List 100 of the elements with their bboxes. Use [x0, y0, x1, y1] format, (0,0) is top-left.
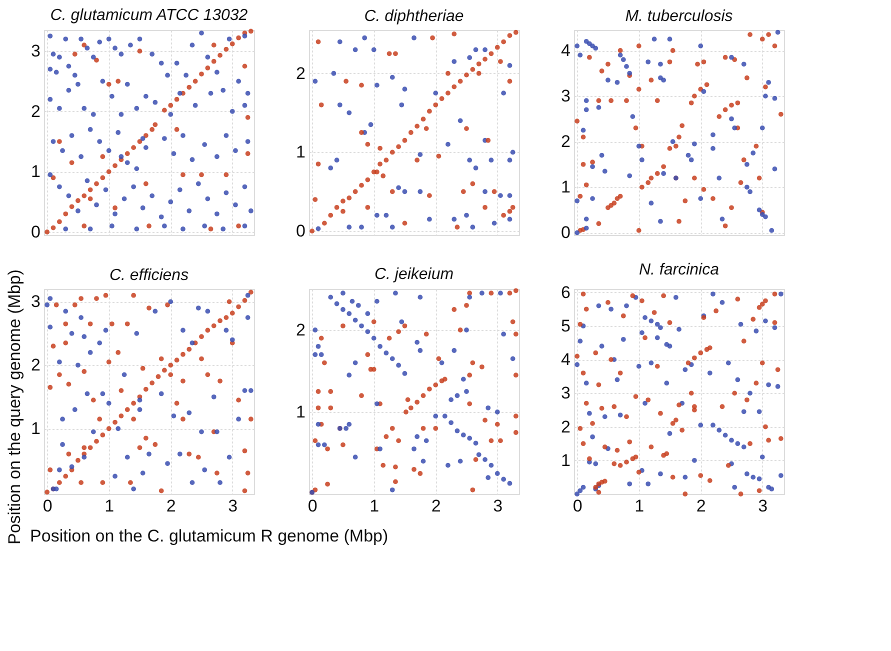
y-tick-label: 1 [296, 142, 306, 162]
point [56, 219, 62, 224]
y-tick-label: 4 [561, 41, 570, 60]
chart-title: M. tuberculosis [625, 8, 733, 25]
point [122, 372, 127, 378]
point [199, 72, 204, 76]
point [334, 158, 340, 163]
point [359, 224, 364, 230]
point [245, 315, 250, 320]
y-tick-label: 0 [561, 223, 570, 242]
x-tick-label: 1 [104, 496, 114, 516]
point [82, 224, 87, 228]
point [384, 212, 389, 218]
point [390, 74, 395, 80]
y-tick-label: 1 [296, 402, 306, 422]
point [56, 139, 62, 144]
point [245, 292, 250, 298]
y-tick-label: 6 [561, 282, 570, 302]
point [94, 58, 99, 63]
point [337, 39, 342, 44]
point [482, 47, 488, 52]
point [137, 48, 142, 54]
point [328, 166, 334, 170]
point [433, 90, 438, 96]
x-tick-label: 0 [308, 496, 318, 516]
point [467, 158, 472, 163]
point [501, 90, 506, 96]
point [199, 429, 204, 434]
point [63, 308, 68, 314]
y-tick-label: 4 [561, 350, 570, 370]
point [190, 340, 195, 346]
point [218, 52, 222, 58]
point [69, 204, 74, 210]
point [390, 224, 395, 230]
point [190, 480, 195, 486]
point [211, 394, 216, 400]
point [72, 52, 78, 57]
point [88, 350, 93, 355]
point [69, 160, 74, 166]
point [208, 226, 214, 232]
x-axis-title: Position on the C. glutamicum R genome (Mbp) [30, 526, 388, 546]
point [106, 400, 112, 406]
point [199, 172, 204, 178]
x-tick-label: 1 [370, 496, 380, 516]
point [143, 133, 148, 138]
chart-title: C. diphtheriae [364, 8, 464, 25]
point [100, 391, 106, 396]
point [112, 205, 118, 210]
point [72, 407, 78, 412]
point [112, 474, 118, 479]
x-tick-label: 3 [758, 496, 768, 516]
point [50, 225, 56, 230]
point [211, 42, 216, 48]
point [426, 216, 432, 222]
point [116, 426, 121, 432]
point [88, 187, 93, 192]
y-tick-label: 1 [561, 178, 570, 197]
point [162, 108, 167, 113]
point [464, 212, 469, 218]
y-tick-label: 1 [31, 419, 40, 438]
x-tick-label: 0 [572, 496, 582, 516]
point [312, 78, 318, 84]
point [103, 328, 108, 333]
point [131, 486, 136, 492]
point [473, 166, 478, 170]
point [140, 470, 146, 476]
y-tick-label: 5 [561, 316, 570, 336]
point [482, 189, 488, 194]
point [226, 454, 232, 460]
point [230, 41, 235, 46]
point [146, 224, 152, 228]
point [196, 306, 201, 310]
point [124, 151, 130, 156]
y-tick-label: 2 [31, 356, 40, 375]
point [452, 59, 457, 64]
point [106, 169, 112, 174]
point [242, 64, 248, 69]
point [371, 47, 376, 52]
point [180, 328, 186, 333]
y-tick-label: 3 [561, 86, 570, 106]
point [82, 334, 87, 340]
point [100, 154, 106, 160]
point [245, 151, 250, 156]
point [458, 118, 463, 124]
point [245, 114, 250, 120]
y-axis-title: Position on the query genome (Mbp) [5, 270, 24, 544]
point [137, 398, 142, 403]
x-tick-label: 2 [166, 496, 176, 516]
point [248, 388, 254, 393]
point [116, 78, 121, 84]
point [76, 362, 80, 368]
point [56, 467, 62, 472]
point [418, 189, 423, 194]
y-tick-label: 2 [561, 132, 570, 152]
point [402, 189, 408, 194]
point [82, 193, 87, 198]
y-tick-label: 2 [296, 320, 306, 340]
point [498, 193, 503, 198]
point [510, 150, 516, 155]
y-tick-label: 0 [296, 222, 306, 241]
